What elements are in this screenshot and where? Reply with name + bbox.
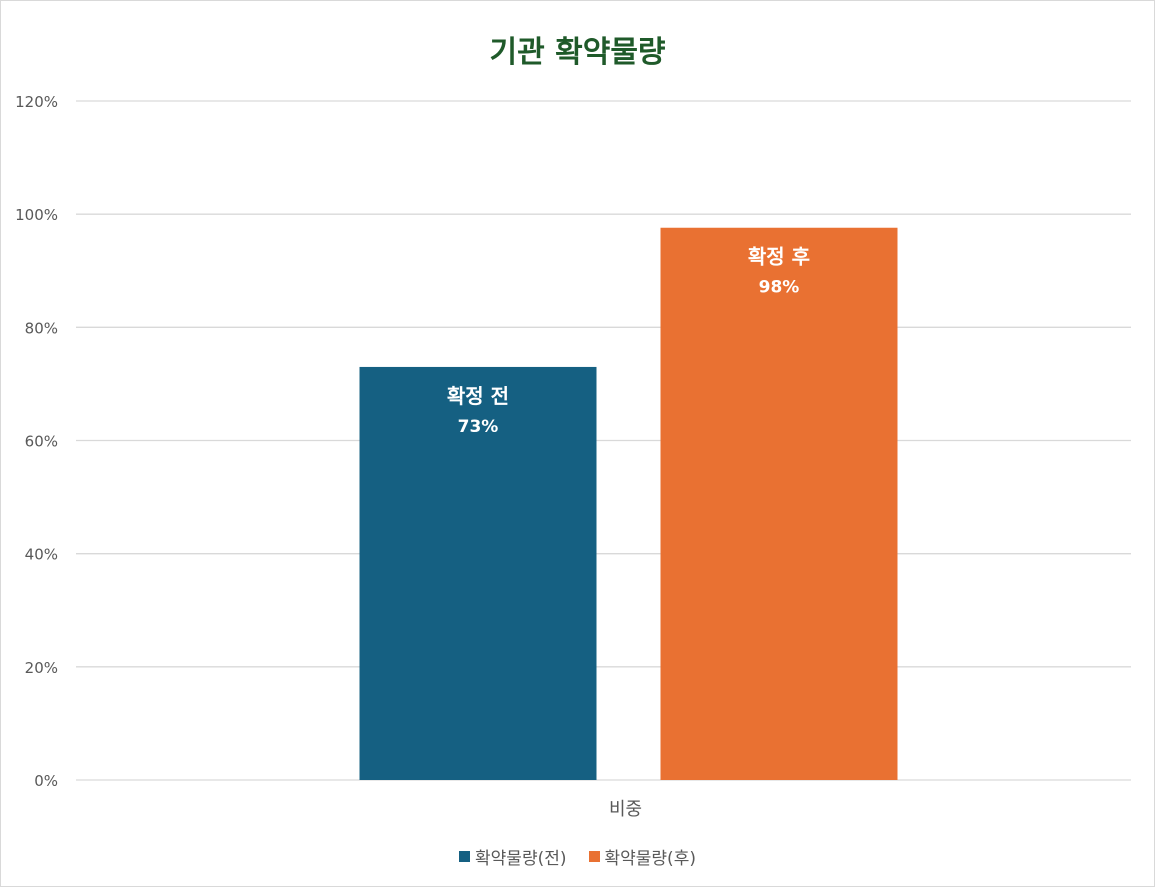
legend: 확약물량(전) 확약물량(후) [1,844,1154,869]
bar-category-label-after: 확정 후 [748,245,810,269]
bar-before [359,366,597,780]
bar-category-label-before: 확정 전 [447,384,509,408]
legend-label-before: 확약물량(전) [475,849,567,869]
y-axis-ticks: 0% 20% 40% 60% 80% 100% 120% [15,93,58,790]
y-tick-label-60: 60% [25,433,58,451]
y-tick-label-80: 80% [25,319,58,337]
legend-swatch-before [459,851,471,862]
y-tick-label-120: 120% [15,93,58,111]
chart-title: 기관 확약물량 [489,35,666,70]
bars: 확정 전 73% 확정 후 98% [359,227,898,780]
gridlines [76,100,1131,781]
x-axis-ticks: 비중 [609,799,642,820]
y-tick-label-0: 0% [34,772,58,790]
bar-value-label-after: 98% [759,278,800,298]
legend-label-after: 확약물량(후) [604,849,696,869]
bar-value-label-before: 73% [458,417,499,437]
y-tick-label-100: 100% [15,206,58,224]
legend-item-before: 확약물량(전) [459,844,567,869]
y-tick-label-40: 40% [25,546,58,564]
bar-after [660,227,898,780]
legend-swatch-after [588,851,600,862]
x-tick-label-0: 비중 [609,799,642,820]
legend-item-after: 확약물량(후) [588,844,696,869]
y-tick-label-20: 20% [25,659,58,677]
